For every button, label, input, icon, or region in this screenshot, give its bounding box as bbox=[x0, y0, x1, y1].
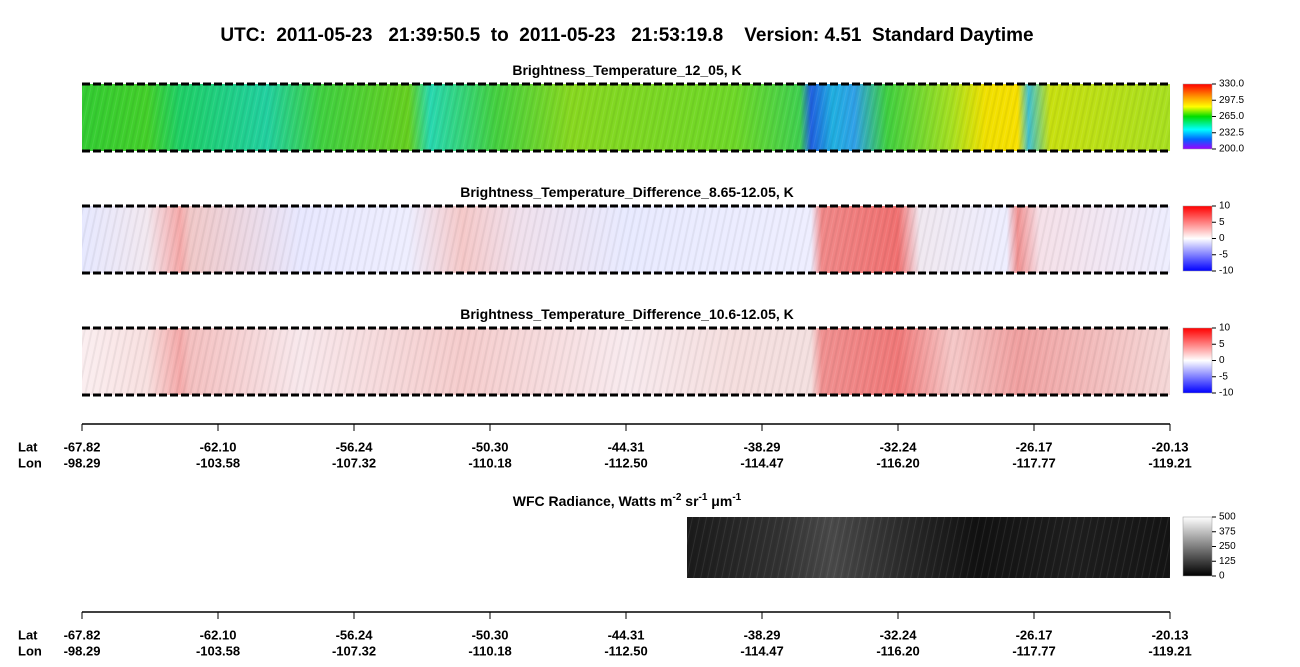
lon-label: Lon bbox=[18, 643, 42, 658]
lon-label: Lon bbox=[18, 455, 42, 470]
panel-title: Brightness_Temperature_Difference_10.6-1… bbox=[460, 306, 794, 322]
lat-tick-label: -44.31 bbox=[608, 627, 645, 642]
lat-tick-label: -67.82 bbox=[64, 439, 101, 454]
strip-texture bbox=[82, 84, 1170, 151]
colorbar-label: -5 bbox=[1219, 249, 1228, 260]
title-part: -2 bbox=[672, 492, 681, 503]
colorbar-label: 10 bbox=[1219, 323, 1231, 334]
lat-tick-label: -50.30 bbox=[472, 627, 509, 642]
lat-tick-label: -20.13 bbox=[1152, 439, 1189, 454]
lat-tick-label: -62.10 bbox=[200, 439, 237, 454]
colorbar bbox=[1182, 83, 1213, 150]
colorbar-label: 500 bbox=[1219, 512, 1236, 523]
lat-tick-label: -62.10 bbox=[200, 627, 237, 642]
colorbar-label: 10 bbox=[1219, 201, 1231, 212]
title: UTC: 2011-05-23 21:39:50.5 to 2011-05-23… bbox=[220, 25, 1033, 46]
strip-texture bbox=[687, 517, 1170, 578]
lat-tick-label: -32.24 bbox=[880, 439, 918, 454]
lat-tick-label: -50.30 bbox=[472, 439, 509, 454]
title-part: Brightness_Temperature_Difference_10.6-1… bbox=[460, 306, 794, 322]
lon-tick-label: -119.21 bbox=[1148, 455, 1191, 470]
colorbar bbox=[1182, 327, 1213, 394]
lon-tick-label: -114.47 bbox=[740, 455, 783, 470]
colorbar-label: 200.0 bbox=[1219, 144, 1244, 155]
lat-tick-label: -67.82 bbox=[64, 627, 101, 642]
lon-tick-label: -110.18 bbox=[468, 455, 511, 470]
lat-tick-label: -38.29 bbox=[744, 627, 781, 642]
title-part: Brightness_Temperature_12_05, K bbox=[512, 62, 741, 78]
title-part: WFC Radiance, Watts m bbox=[513, 493, 673, 509]
lon-tick-label: -103.58 bbox=[196, 455, 240, 470]
lon-tick-label: -117.77 bbox=[1012, 455, 1055, 470]
colorbar-label: 125 bbox=[1219, 556, 1236, 567]
lat-tick-label: -56.24 bbox=[336, 439, 374, 454]
lat-tick-label: -56.24 bbox=[336, 627, 374, 642]
lat-label: Lat bbox=[18, 627, 38, 642]
lon-tick-label: -107.32 bbox=[332, 643, 376, 658]
colorbar-label: -5 bbox=[1219, 371, 1228, 382]
lat-label: Lat bbox=[18, 439, 38, 454]
colorbar-label: 0 bbox=[1219, 571, 1225, 582]
panel-title: Brightness_Temperature_Difference_8.65-1… bbox=[460, 184, 794, 200]
colorbar-label: 5 bbox=[1219, 217, 1225, 228]
lon-tick-label: -117.77 bbox=[1012, 643, 1055, 658]
colorbar bbox=[1182, 516, 1213, 577]
lat-tick-label: -26.17 bbox=[1016, 627, 1053, 642]
colorbar bbox=[1182, 205, 1213, 272]
lat-tick-label: -32.24 bbox=[880, 627, 918, 642]
lat-tick-label: -44.31 bbox=[608, 439, 645, 454]
lon-tick-label: -114.47 bbox=[740, 643, 783, 658]
lat-tick-label: -26.17 bbox=[1016, 439, 1053, 454]
panel-title: Brightness_Temperature_12_05, K bbox=[512, 62, 741, 78]
colorbar-label: 0 bbox=[1219, 233, 1225, 244]
lon-tick-label: -103.58 bbox=[196, 643, 240, 658]
colorbar-label: 250 bbox=[1219, 541, 1236, 552]
strip-texture bbox=[82, 206, 1170, 273]
panel-title: WFC Radiance, Watts m-2 sr-1 μm-1 bbox=[513, 492, 742, 509]
colorbar-label: -10 bbox=[1219, 266, 1234, 277]
title-part: -1 bbox=[699, 492, 708, 503]
lon-tick-label: -110.18 bbox=[468, 643, 511, 658]
lon-tick-label: -98.29 bbox=[64, 455, 101, 470]
colorbar-label: -10 bbox=[1219, 388, 1234, 399]
colorbar-label: 232.5 bbox=[1219, 127, 1244, 138]
lon-tick-label: -116.20 bbox=[876, 455, 919, 470]
title-part: μm bbox=[707, 493, 732, 509]
title-part: sr bbox=[681, 493, 699, 509]
strip-texture bbox=[82, 328, 1170, 395]
colorbar-label: 5 bbox=[1219, 339, 1225, 350]
colorbar-label: 375 bbox=[1219, 526, 1236, 537]
lon-tick-label: -98.29 bbox=[64, 643, 101, 658]
title-part: Brightness_Temperature_Difference_8.65-1… bbox=[460, 184, 794, 200]
title-part: -1 bbox=[732, 492, 741, 503]
lat-tick-label: -38.29 bbox=[744, 439, 781, 454]
colorbar-label: 0 bbox=[1219, 355, 1225, 366]
colorbar-label: 265.0 bbox=[1219, 111, 1244, 122]
lon-tick-label: -116.20 bbox=[876, 643, 919, 658]
lon-tick-label: -119.21 bbox=[1148, 643, 1191, 658]
colorbar-label: 297.5 bbox=[1219, 95, 1244, 106]
lon-tick-label: -107.32 bbox=[332, 455, 376, 470]
lat-tick-label: -20.13 bbox=[1152, 627, 1189, 642]
lon-tick-label: -112.50 bbox=[604, 455, 647, 470]
colorbar-label: 330.0 bbox=[1219, 79, 1244, 90]
lon-tick-label: -112.50 bbox=[604, 643, 647, 658]
